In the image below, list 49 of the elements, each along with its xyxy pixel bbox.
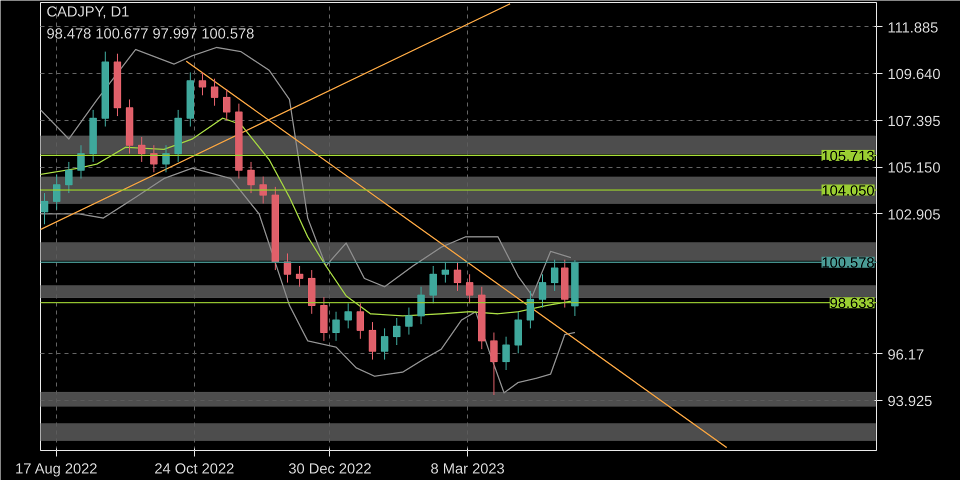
annotation: 98.478 100.677 97.997 100.578 [46, 26, 254, 42]
y-tick-label: 107.395 [888, 114, 940, 130]
y-tick-label: 96.17 [888, 347, 924, 364]
candlestick [490, 332, 498, 396]
candlestick [380, 328, 388, 360]
ref-line-label: 98.633 [830, 296, 874, 312]
candlestick [210, 78, 218, 106]
candlestick [417, 286, 425, 325]
candlestick [65, 161, 73, 194]
candlestick [40, 192, 48, 225]
y-tick-label: 102.905 [888, 207, 940, 224]
candlestick [550, 259, 558, 292]
y-tick-label: 111.885 [888, 20, 938, 36]
ref-line-label: 100.578 [822, 256, 875, 272]
y-tick-label: 105.150 [888, 160, 940, 177]
candlestick [344, 302, 352, 329]
x-tick-label: 24 Oct 2022 [154, 462, 234, 478]
candlestick [77, 144, 85, 180]
candlestick [138, 136, 146, 162]
candlestick [198, 72, 206, 96]
candlestick [454, 261, 462, 292]
line-series [40, 118, 572, 317]
candlestick [502, 336, 510, 370]
candlestick [466, 274, 474, 304]
y-tick-label: 93.925 [888, 394, 932, 410]
candlestick [222, 88, 230, 121]
candlestick [368, 322, 376, 360]
x-tick-label: 17 Aug 2022 [15, 462, 98, 478]
x-tick-label: 30 Dec 2022 [288, 462, 372, 478]
candlestick [393, 317, 400, 346]
y-tick-label: 109.640 [888, 67, 940, 84]
candlestick [52, 174, 60, 210]
candlestick [247, 161, 255, 194]
candlestick [296, 265, 304, 288]
line-series [40, 167, 576, 394]
x-tick-label: 8 Mar 2023 [430, 462, 505, 478]
candlestick [405, 307, 413, 336]
candlestick [442, 261, 450, 284]
ref-line-label: 105.713 [822, 148, 875, 165]
candlestick [356, 302, 364, 340]
chart-title: CADJPY, D1 [46, 4, 130, 20]
candlestick [526, 290, 534, 329]
candlestick [332, 311, 340, 342]
line-series [40, 46, 572, 297]
candlestick [429, 265, 437, 304]
candlestick [150, 144, 158, 173]
ref-line-label: 104.050 [822, 183, 875, 200]
candlestick [284, 252, 292, 284]
candlestick [538, 274, 546, 308]
